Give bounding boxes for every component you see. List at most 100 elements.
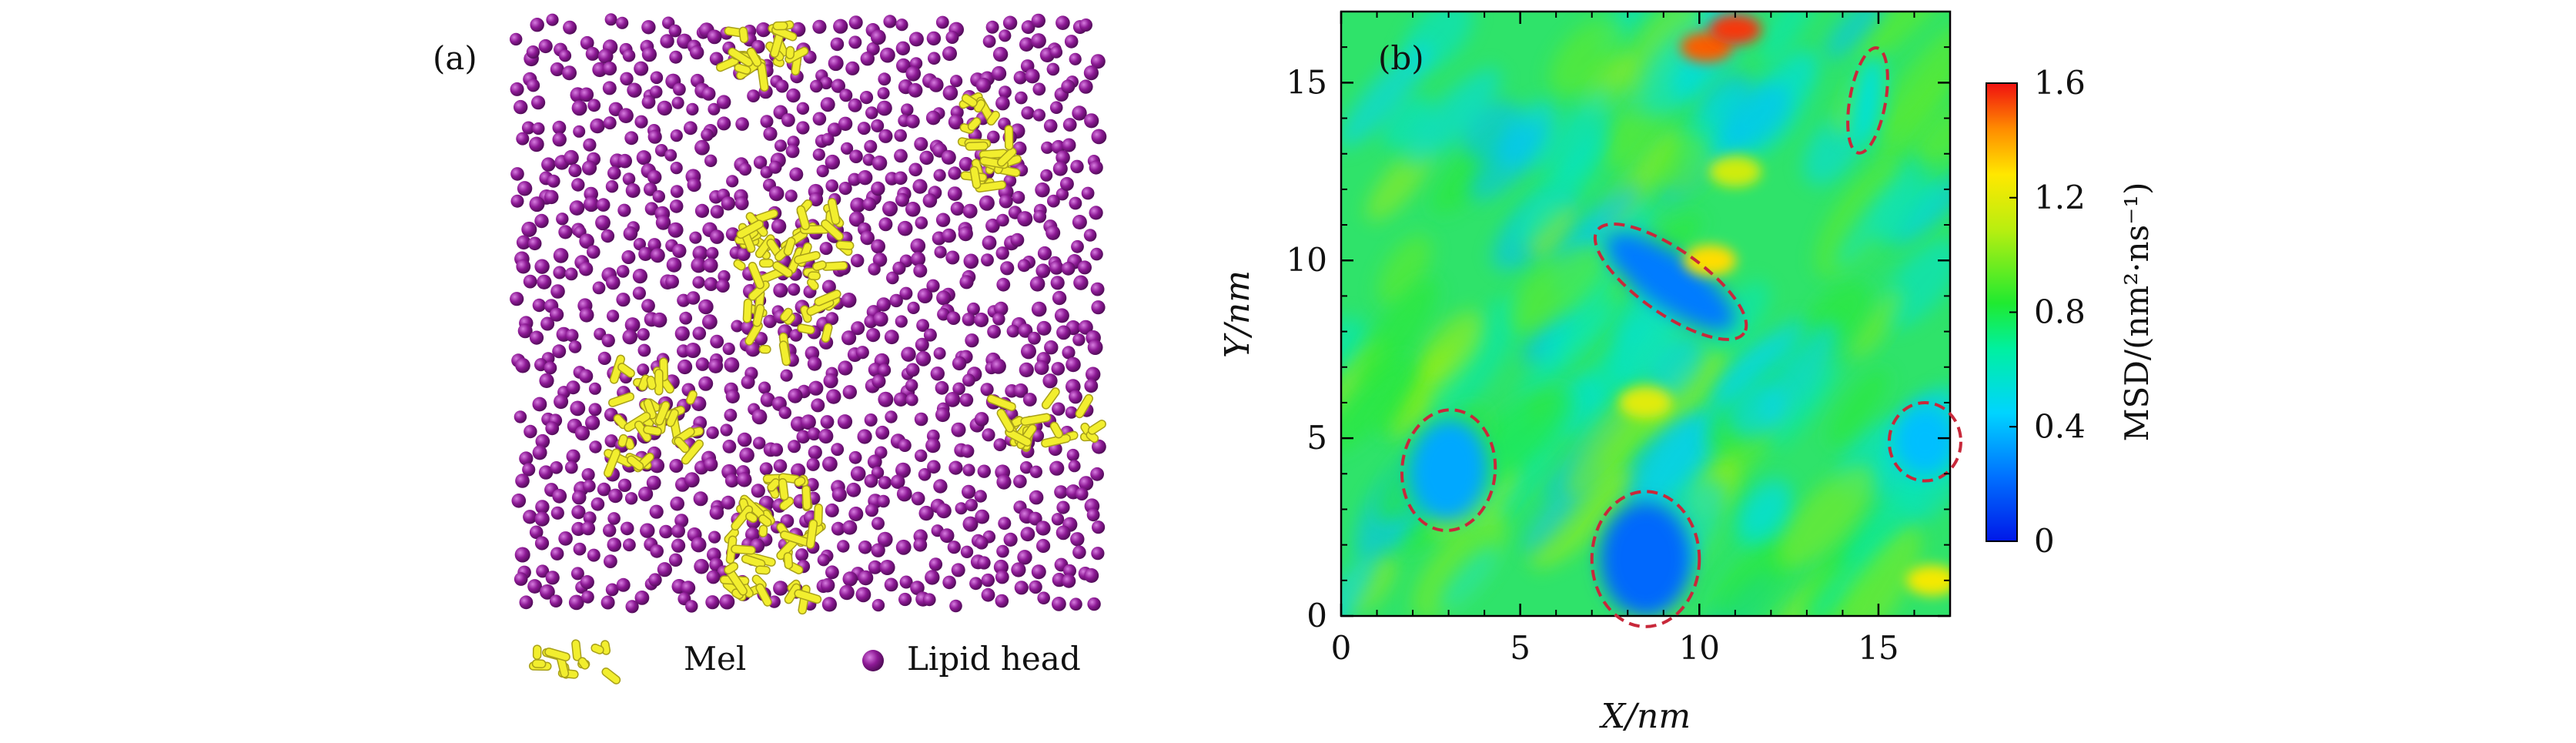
lipid-head-bead: [830, 37, 845, 52]
lipid-head-bead: [538, 465, 554, 480]
lipid-head-bead: [624, 131, 639, 146]
lipid-head-bead: [788, 440, 801, 453]
lipid-head-bead: [1084, 113, 1099, 129]
melittin-segment: [738, 26, 749, 44]
lipid-head-bead: [913, 537, 928, 552]
lipid-head-bead: [553, 248, 569, 263]
low-msd-region: [1894, 408, 1950, 475]
melittin-segment: [1041, 387, 1060, 410]
lipid-head-bead: [709, 505, 724, 520]
lipid-head-bead: [650, 248, 665, 263]
lipid-head-bead: [901, 346, 916, 362]
lipid-head-bead: [849, 149, 863, 163]
lipid-head-bead: [565, 329, 579, 343]
melittin-segment: [608, 392, 635, 407]
lipid-head-bead: [786, 88, 801, 103]
lipid-head-bead: [514, 547, 530, 563]
lipid-head-bead: [801, 414, 816, 430]
lipid-head-bead: [1021, 20, 1035, 35]
lipid-head-bead: [958, 156, 974, 172]
lipid-head-bead: [985, 20, 999, 34]
melittin-segment: [654, 400, 671, 426]
lipid-head-bead: [566, 380, 580, 395]
lipid-head-bead: [933, 479, 948, 494]
lipid-head-bead: [684, 472, 700, 488]
lipid-head-bead: [960, 545, 974, 558]
melittin-segment: [731, 544, 756, 555]
lipid-head-bead: [873, 311, 888, 327]
heatmap-texture-blob: [1760, 12, 1818, 63]
melittin-segment: [997, 147, 1017, 167]
lipid-head-bead: [901, 103, 914, 116]
lipid-head-bead: [760, 115, 774, 129]
lipid-head-bead: [634, 115, 648, 129]
lipid-head-bead: [540, 316, 555, 331]
lipid-head-bead: [851, 321, 865, 336]
dashed-ellipse: [1593, 223, 1748, 341]
lipid-head-bead: [670, 496, 684, 511]
lipid-head-bead: [839, 89, 853, 102]
lipid-head-bead: [677, 359, 693, 375]
lipid-head-bead: [896, 486, 912, 502]
lipid-head-bead: [1029, 490, 1044, 505]
mel-legend-icon: [528, 639, 621, 684]
melittin-segment: [617, 363, 635, 378]
lipid-head-bead: [556, 213, 569, 226]
lipid-head-bead: [789, 167, 804, 182]
lipid-head-bead: [719, 594, 735, 610]
lipid-head-bead: [918, 468, 932, 481]
lipid-head-bead: [851, 253, 865, 268]
lipid-head-bead: [692, 276, 705, 289]
lipid-head-bead: [1006, 324, 1020, 338]
lipid-head-bead: [637, 328, 650, 341]
panel-b: 0 5 10 15 0 5 10 15 (b) X/nm Y/nm 0 0.4 0.8 1.2 1.6…: [1218, 10, 2156, 736]
lipid-head-bead: [808, 192, 824, 207]
lipid-head-bead: [666, 257, 682, 273]
lipid-head-bead: [1013, 383, 1029, 398]
heatmap-texture-blob: [1778, 465, 1875, 568]
lipid-head-bead: [538, 38, 553, 54]
lipid-head-bead: [549, 594, 563, 607]
lipid-head-bead: [914, 412, 928, 427]
lipid-head-bead: [877, 531, 893, 547]
high-msd-spot: [1905, 564, 1950, 596]
lipid-head-bead: [796, 121, 810, 135]
lipid-head-bead: [1069, 390, 1082, 404]
lipid-head-bead: [514, 99, 528, 115]
lipid-head-bead: [939, 528, 955, 544]
colorbar-tick-label: 1.6: [2034, 64, 2086, 102]
melittin-segment: [1041, 433, 1071, 448]
lipid-head-bead: [1054, 308, 1069, 323]
lipid-head-bead: [550, 307, 564, 322]
melittin-segment: [745, 511, 758, 524]
lipid-head-bead: [919, 150, 934, 166]
high-msd-spot: [1708, 14, 1761, 45]
lipid-head-bead: [812, 148, 825, 161]
lipid-head-bead: [842, 571, 858, 587]
lipid-head-bead: [831, 443, 845, 457]
legend-a: Mel Lipid head: [528, 639, 1081, 684]
lipid-head-bead: [726, 175, 739, 188]
melittin-segment: [808, 271, 821, 281]
melittin-segment: [785, 45, 795, 59]
lipid-head-bead: [996, 474, 1012, 490]
melittin-segment: [733, 259, 746, 271]
lipid-head-bead: [1092, 439, 1106, 454]
plot-frame: [1340, 10, 1952, 617]
lipid-head-bead: [768, 160, 782, 174]
dashed-ellipse: [1400, 408, 1497, 533]
lipid-head-bead: [796, 430, 811, 444]
lipid-head-bead: [850, 197, 866, 213]
lipid-head-bead: [620, 521, 634, 536]
lipid-head-bead: [583, 138, 597, 152]
lipid-head-bead: [910, 238, 926, 254]
lipid-head-bead: [769, 443, 784, 457]
lipid-head-bead: [928, 52, 941, 65]
lipid-head-bead: [915, 350, 932, 366]
lipid-head-bead: [980, 383, 994, 397]
lipid-head-bead: [889, 293, 903, 308]
lipid-head-bead: [981, 253, 994, 266]
lipid-head-bead: [1015, 91, 1028, 105]
lipid-head-bead: [710, 229, 724, 244]
lipid-head-bead: [848, 211, 865, 227]
